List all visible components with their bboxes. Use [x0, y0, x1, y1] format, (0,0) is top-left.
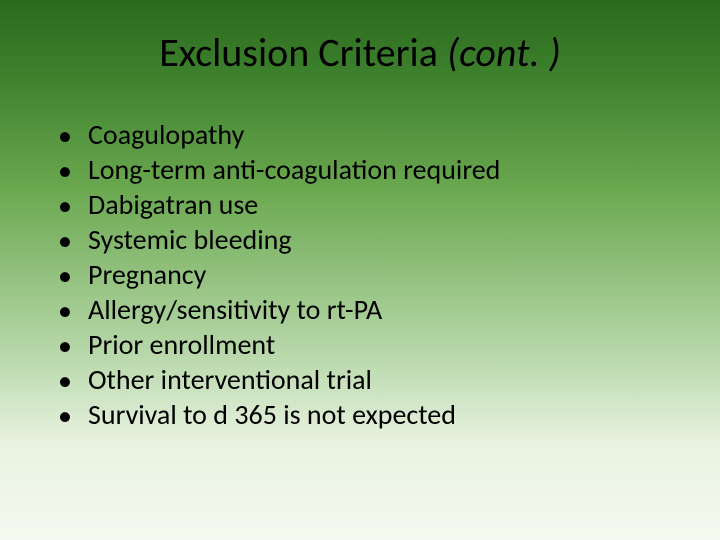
list-item: • Dabigatran use	[58, 188, 680, 221]
list-item: • Survival to d 365 is not expected	[58, 398, 680, 431]
slide-title: Exclusion Criteria (cont. )	[0, 28, 720, 77]
bullet-icon: •	[58, 189, 88, 222]
bullet-icon: •	[58, 399, 88, 432]
bullet-text: Dabigatran use	[88, 188, 258, 221]
list-item: • Prior enrollment	[58, 328, 680, 361]
list-item: • Long-term anti-coagulation required	[58, 153, 680, 186]
list-item: • Allergy/sensitivity to rt-PA	[58, 293, 680, 326]
bullet-text: Allergy/sensitivity to rt-PA	[88, 293, 382, 326]
bullet-text: Survival to d 365 is not expected	[88, 398, 456, 431]
bullet-icon: •	[58, 294, 88, 327]
bullet-text: Pregnancy	[88, 258, 206, 291]
bullet-text: Coagulopathy	[88, 118, 244, 151]
bullet-text: Systemic bleeding	[88, 223, 292, 256]
bullet-icon: •	[58, 119, 88, 152]
bullet-icon: •	[58, 364, 88, 397]
title-continuation: (cont. )	[447, 28, 561, 77]
bullet-text: Other interventional trial	[88, 363, 372, 396]
bullet-list: • Coagulopathy • Long-term anti-coagulat…	[58, 118, 680, 433]
bullet-text: Prior enrollment	[88, 328, 275, 361]
bullet-icon: •	[58, 259, 88, 292]
title-main: Exclusion Criteria	[159, 28, 447, 77]
bullet-text: Long-term anti-coagulation required	[88, 153, 500, 186]
list-item: • Pregnancy	[58, 258, 680, 291]
bullet-icon: •	[58, 224, 88, 257]
bullet-icon: •	[58, 154, 88, 187]
bullet-icon: •	[58, 329, 88, 362]
list-item: • Coagulopathy	[58, 118, 680, 151]
slide: Exclusion Criteria (cont. ) • Coagulopat…	[0, 0, 720, 540]
list-item: • Systemic bleeding	[58, 223, 680, 256]
list-item: • Other interventional trial	[58, 363, 680, 396]
